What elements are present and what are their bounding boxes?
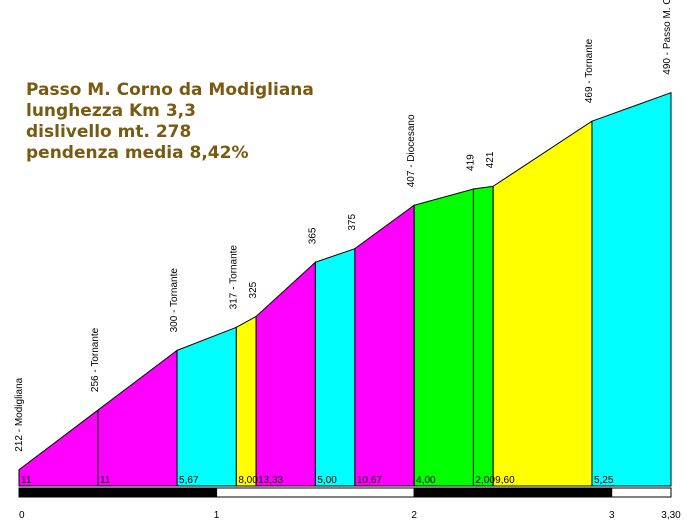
distance-tick-label: 0 [19,510,25,521]
segment-gradient-label: 5,00 [317,475,337,486]
altitude-point-label: 256 - Tornante [90,327,101,392]
altitude-point-label: 419 [465,154,476,171]
segment-gradient-label: 11 [21,475,32,486]
gradient-segments [18,91,672,487]
segment-gradient-label: 8,00 [238,475,258,486]
scale-bar-block [216,487,415,498]
distance-scale-bar [18,487,672,498]
altitude-point-label: 421 [485,151,496,168]
altitude-point-label: 212 - Modigliana [14,377,25,451]
scale-bar-block [413,487,613,498]
distance-tick-label: 3 [609,510,615,521]
scale-bar-block [611,487,672,498]
profile-segment [314,247,356,487]
profile-segment [492,120,593,487]
climb-title: Passo M. Corno da Modigliana [26,80,314,100]
segment-gradient-label: 11 [100,475,111,486]
gradient-labels: 11 11 5,67 8,00 13,33 5,00 10,67 4,00 2,00 9,60 5,… [21,475,614,486]
altitude-point-label: 375 [347,214,358,231]
altitude-point-label: 469 - Tornante [584,38,595,103]
profile-segment [255,261,316,487]
altitude-point-label: 325 [248,281,259,298]
profile-segment [176,326,237,487]
climb-average-gradient: pendenza media 8,42% [26,143,249,163]
distance-tick-label: 2 [411,510,417,521]
altitude-point-label: 300 - Tornante [169,268,180,333]
altitude-point-label: 407 - Diocesano [406,114,417,187]
segment-gradient-label: 2,00 [475,475,495,486]
segment-gradient-label: 4,00 [416,475,436,486]
altitude-point-label: 490 - Passo M. Corno [662,0,673,75]
segment-gradient-label: 5,25 [594,475,614,486]
profile-segment [354,204,415,487]
distance-tick-labels: 0 1 2 3 3,30 [19,510,681,521]
altitude-point-label: 317 - Tornante [228,245,239,310]
profile-segment [235,315,257,487]
climb-length: lunghezza Km 3,3 [26,101,196,121]
altitude-point-label: 365 [307,227,318,244]
segment-gradient-label: 13,33 [258,475,283,486]
distance-tick-label: 1 [214,510,220,521]
segment-gradient-label: 5,67 [179,475,199,486]
distance-tick-label: 3,30 [661,510,681,521]
altitude-labels: 212 - Modigliana 256 - Tornante 300 - Torn… [14,0,673,452]
climb-elevation-gain: dislivello mt. 278 [26,122,192,142]
scale-bar-block [18,487,218,498]
segment-gradient-label: 10,67 [357,475,382,486]
segment-gradient-label: 9,60 [495,475,515,486]
profile-info: Passo M. Corno da Modigliana lunghezza K… [26,80,314,164]
profile-segment [97,349,178,487]
profile-segment [591,91,672,487]
profile-segment [413,188,474,487]
profile-segment [472,185,494,487]
